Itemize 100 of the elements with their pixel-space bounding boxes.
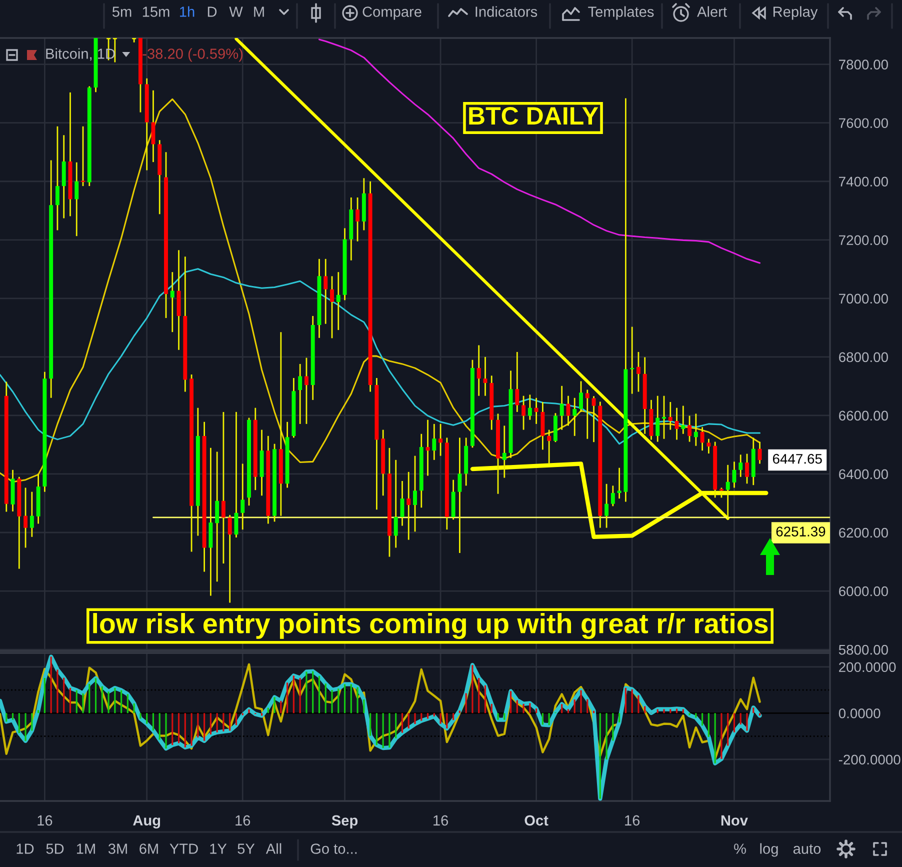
candlestick xyxy=(24,487,28,548)
candlestick xyxy=(681,405,686,435)
candlestick xyxy=(540,401,545,450)
x-tick-label: 16 xyxy=(38,815,52,826)
text: Go to... xyxy=(310,844,357,854)
candlestick xyxy=(572,397,577,437)
candlestick xyxy=(74,162,79,237)
line-series xyxy=(318,38,761,264)
text: Alert xyxy=(697,6,727,17)
candlestick xyxy=(324,258,328,325)
text: auto xyxy=(793,844,821,854)
candlestick xyxy=(534,397,538,425)
y-tick-label: 6200.00 xyxy=(839,528,888,538)
x-tick-label: 16 xyxy=(625,815,640,826)
candlestick xyxy=(30,491,34,538)
y-tick-label: 0.0000 xyxy=(838,708,880,718)
candlestick xyxy=(668,401,672,430)
candlestick xyxy=(706,438,711,454)
candlestick xyxy=(745,453,749,484)
candlestick xyxy=(356,196,360,242)
candlestick xyxy=(298,363,302,425)
y-tick-label: 7000.00 xyxy=(839,294,888,304)
text: 6M xyxy=(140,844,158,854)
candlestick xyxy=(55,126,60,231)
candlestick xyxy=(528,394,532,421)
candlestick xyxy=(336,271,340,331)
x-tick-label: 16 xyxy=(434,815,448,826)
annotation: BTC DAILY xyxy=(469,107,598,125)
text: YTD xyxy=(170,844,198,854)
x-tick-label: Sep xyxy=(332,815,358,828)
text: D xyxy=(208,6,217,17)
text: Compare xyxy=(362,6,422,20)
x-tick-label: Oct xyxy=(524,815,548,826)
x-tick-label: 16 xyxy=(236,815,250,826)
candlestick xyxy=(413,455,417,532)
y-tick-label: 7600.00 xyxy=(839,118,888,128)
candlestick xyxy=(394,459,398,548)
text: % xyxy=(734,844,746,854)
y-tick-label: -200.0000 xyxy=(838,754,900,765)
candlestick xyxy=(170,271,174,333)
candlestick xyxy=(515,351,520,413)
line-series xyxy=(0,268,761,445)
text: Replay xyxy=(774,6,818,20)
y-tick-label: 6600.00 xyxy=(839,410,888,421)
text: All xyxy=(266,843,282,854)
candlestick xyxy=(656,395,660,442)
y-tick-label: 6000.00 xyxy=(839,586,888,596)
candlestick xyxy=(592,395,596,443)
candlestick xyxy=(221,411,226,564)
candlestick xyxy=(438,423,443,457)
candlestick xyxy=(432,423,436,461)
candlestick xyxy=(522,395,526,430)
y-tick-label: 6400.00 xyxy=(839,469,888,480)
y-tick-label: 7800.00 xyxy=(839,60,888,70)
y-tick-label: 7400.00 xyxy=(839,176,888,187)
line-series xyxy=(0,98,761,483)
candlestick xyxy=(330,275,334,339)
candlestick xyxy=(726,464,730,520)
candlestick xyxy=(304,357,308,425)
candlestick xyxy=(674,407,679,440)
candlestick xyxy=(406,471,411,541)
candlestick xyxy=(604,483,609,529)
y-tick-label: 6800.00 xyxy=(839,352,888,362)
candlestick xyxy=(617,467,622,500)
y-tick-label: 7200.00 xyxy=(839,235,888,246)
line-series xyxy=(0,663,761,760)
candlestick xyxy=(240,463,245,530)
candlestick xyxy=(228,514,232,604)
candlestick xyxy=(560,385,564,430)
text: 1D xyxy=(16,844,34,854)
text: 6447.65 xyxy=(772,454,822,464)
candlestick xyxy=(585,389,590,440)
annotation: low risk entry points coming up with great r/r ratios xyxy=(93,612,768,640)
candlestick xyxy=(636,351,640,392)
candlestick xyxy=(694,413,698,447)
text: M xyxy=(254,6,264,17)
x-tick-label: Aug xyxy=(133,815,160,828)
text: 5Y xyxy=(238,844,255,854)
candlestick xyxy=(476,344,481,397)
candlestick xyxy=(547,429,552,464)
x-tick-label: Nov xyxy=(721,815,748,826)
candlestick xyxy=(458,437,462,554)
candlestick xyxy=(81,126,85,187)
text: 5D xyxy=(46,844,64,854)
candlestick xyxy=(688,415,692,442)
candlestick xyxy=(502,425,506,478)
candlestick xyxy=(700,426,704,452)
text: Indicators xyxy=(476,6,538,17)
text: 15m xyxy=(142,6,170,17)
candlestick xyxy=(738,454,743,478)
text: 1Y xyxy=(210,844,227,854)
data-label: 6251.39 xyxy=(776,526,826,536)
candlestick xyxy=(610,484,615,507)
text: log xyxy=(760,843,778,857)
y-tick-label: 200.0000 xyxy=(839,662,896,672)
text: 1M xyxy=(76,844,95,854)
text: 5m xyxy=(112,6,132,17)
candlestick xyxy=(215,451,220,582)
line-series xyxy=(0,654,762,801)
candlestick xyxy=(483,356,488,397)
